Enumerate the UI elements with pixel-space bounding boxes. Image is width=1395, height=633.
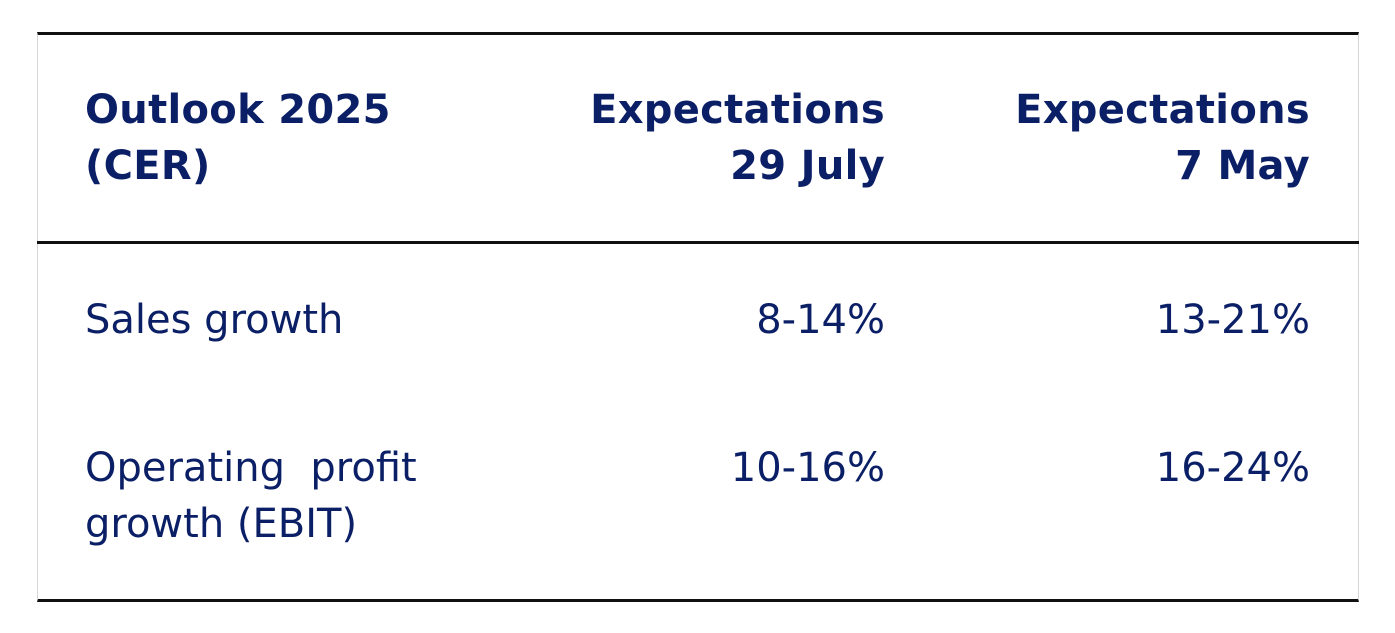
row-sales-growth-label: Sales growth [85,292,343,348]
row-ebit-growth-label: Operating profit growth (EBIT) [85,440,417,552]
row-sales-growth-may: 13-21% [1155,297,1310,343]
header-may-line1: Expectations [1015,87,1310,133]
row-sales-growth-label-line1: Sales growth [85,297,344,343]
row-ebit-growth-label-line2: growth (EBIT) [85,501,358,547]
header-may-line2: 7 May [1175,143,1310,189]
header-july-line1: Expectations [590,87,885,133]
outlook-table [37,32,1359,602]
header-expectations-may: Expectations 7 May [925,82,1310,194]
header-outlook: Outlook 2025 (CER) [85,82,391,194]
header-expectations-july: Expectations 29 July [500,82,885,194]
header-july-line2: 29 July [730,143,885,189]
row-ebit-growth-label-line1: Operating profit [85,445,417,491]
row-ebit-growth-july: 10-16% [730,445,885,491]
row-ebit-growth-may: 16-24% [1155,445,1310,491]
header-outlook-line2: (CER) [85,143,211,189]
row-sales-growth-july: 8-14% [756,297,885,343]
header-outlook-line1: Outlook 2025 [85,87,391,133]
header-divider [37,241,1359,244]
